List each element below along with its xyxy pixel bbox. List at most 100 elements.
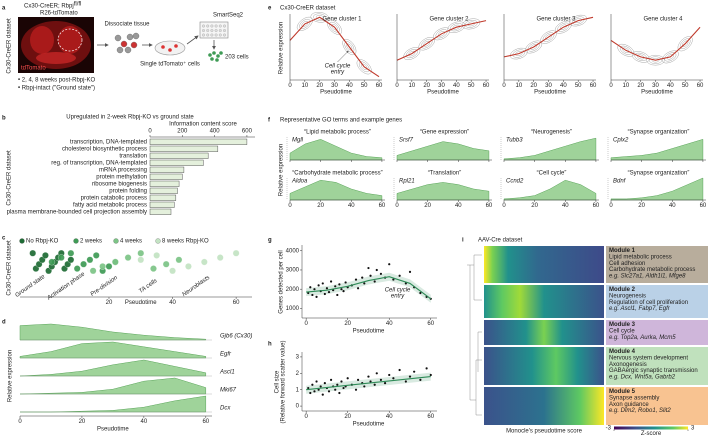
- module-text: Nervous system development: [609, 356, 688, 362]
- trend-line: [289, 16, 380, 78]
- legend-dot: [19, 238, 25, 244]
- heatmap-block: [484, 285, 604, 318]
- well: [210, 33, 214, 37]
- well: [218, 24, 222, 28]
- x-tick-label: 40: [141, 419, 148, 425]
- colorbar-tick-label: 3: [691, 426, 695, 432]
- well: [223, 33, 226, 37]
- x-tick-label: 0: [502, 203, 506, 209]
- cell-point: [216, 254, 224, 261]
- x-tick-label: 30: [652, 83, 659, 89]
- dish-icon: [154, 40, 186, 56]
- category-label: plasma membrane-bounded cell projection …: [7, 209, 147, 215]
- ridge: [20, 395, 207, 413]
- cell-point: [323, 292, 326, 296]
- cell-point: [313, 288, 316, 291]
- cell-dot: [210, 57, 214, 61]
- cell-point: [354, 278, 358, 281]
- y-tick-label: 2: [296, 371, 300, 377]
- cell-point: [413, 370, 416, 373]
- cell-dot: [208, 53, 212, 57]
- cell-point: [162, 260, 170, 268]
- x-tick-label: 0: [609, 203, 613, 209]
- go-term: “Lipid metabolic process”: [304, 130, 371, 136]
- x-axis-label: Pseudotime: [320, 90, 352, 96]
- x-tick-label: 40: [346, 83, 353, 89]
- expression-area: [610, 138, 704, 161]
- bullet: • Rbpj-intact ("Ground state"): [18, 86, 95, 92]
- cell-point: [356, 378, 360, 381]
- cell-point: [338, 391, 341, 395]
- y-tick-label: 3: [296, 354, 300, 360]
- x-tick-label: 400: [210, 129, 221, 135]
- density-contour: [554, 20, 572, 34]
- x-tick-label: 20: [79, 419, 86, 425]
- stage-label: TA cells: [138, 278, 158, 295]
- cell-icon: [120, 40, 128, 48]
- cell-icon: [114, 34, 122, 42]
- gene-label: Gjb6 (Cx30): [220, 334, 252, 340]
- cell-point: [321, 282, 324, 285]
- cell-point: [329, 378, 333, 381]
- cell-point: [363, 282, 366, 285]
- cell-point: [379, 378, 383, 381]
- x-tick-label: 50: [468, 83, 475, 89]
- well: [206, 29, 210, 32]
- cell-point: [338, 283, 341, 286]
- cell-icon: [132, 32, 140, 40]
- well: [214, 29, 218, 32]
- density-contour: [327, 19, 342, 35]
- module-text: e.g. Dcx, Wnt5a, Gabrb2: [609, 374, 676, 380]
- cell-point: [325, 287, 329, 290]
- y-tick-label: 0: [296, 404, 300, 410]
- x-tick-label: 40: [560, 83, 567, 89]
- density-contour: [296, 16, 313, 31]
- module-text: Axonogenesis: [609, 362, 647, 368]
- annotation: entry: [331, 70, 345, 76]
- annotation: entry: [391, 294, 405, 300]
- heatmap-block: [484, 246, 604, 283]
- x-tick-label: 60: [202, 419, 209, 425]
- density-contour: [651, 58, 660, 63]
- panel-title: AAV-Cre dataset: [478, 238, 523, 244]
- x-tick-label: 60: [590, 83, 597, 89]
- module-box: [606, 320, 708, 345]
- gene-label: Dcx: [220, 406, 231, 412]
- density-contour: [299, 18, 311, 29]
- step-label: SmartSeq2: [213, 13, 244, 19]
- x-tick-label: 60: [697, 83, 704, 89]
- bar: [149, 159, 204, 166]
- well: [210, 29, 214, 32]
- cell-point: [57, 254, 65, 261]
- x-tick-label: 60: [700, 203, 707, 209]
- legend-dot: [113, 238, 119, 244]
- cell-point: [150, 265, 157, 272]
- arrow: [186, 35, 199, 45]
- cell-point: [153, 252, 161, 259]
- expression-area: [503, 137, 597, 161]
- x-tick-label: 60: [486, 203, 493, 209]
- density-contour: [310, 12, 329, 23]
- x-tick-label: 20: [344, 414, 351, 420]
- bar: [149, 208, 172, 215]
- density-contour: [617, 43, 635, 57]
- category-label: ribosome biogenesis: [92, 181, 147, 187]
- density-contour: [329, 21, 340, 33]
- well: [223, 29, 226, 32]
- module-title: Module 2: [609, 287, 636, 293]
- y-axis-label: Relative expression: [8, 350, 14, 402]
- cell-point: [67, 256, 75, 264]
- bar: [149, 145, 219, 152]
- cell-point: [336, 383, 339, 386]
- x-tick-label: 40: [669, 203, 676, 209]
- cell-point: [105, 263, 113, 270]
- module-title: Module 5: [609, 389, 636, 395]
- cell-point: [375, 268, 378, 272]
- gene-label: Aldoa: [291, 179, 308, 185]
- cell-icon: [126, 33, 134, 41]
- cell-icon: [116, 46, 124, 54]
- panel-label: d: [2, 320, 6, 326]
- cell-point: [392, 377, 395, 380]
- module-text: Cell adhesion: [609, 261, 645, 267]
- module-text: e.g. Top2a, Aurka, Mcm5: [609, 335, 676, 341]
